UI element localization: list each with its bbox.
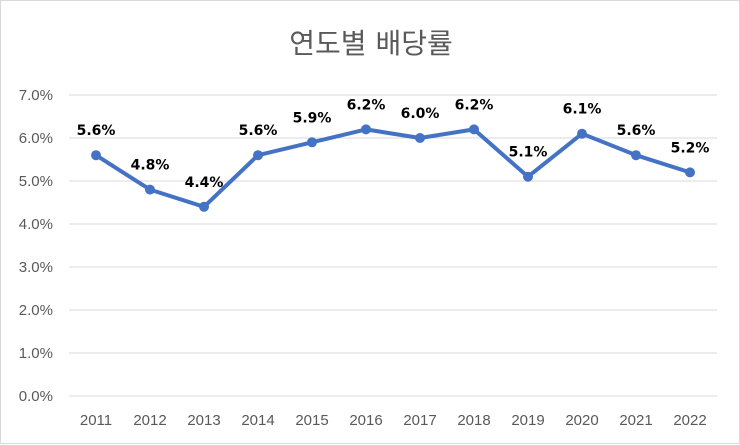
x-tick-label: 2021 [619, 412, 652, 429]
x-tick-label: 2019 [511, 412, 544, 429]
data-label: 5.6% [617, 123, 656, 139]
x-tick-label: 2011 [80, 412, 112, 429]
data-point [199, 201, 209, 212]
data-point [307, 137, 317, 148]
data-label: 6.1% [563, 102, 602, 118]
data-label: 4.8% [131, 158, 170, 174]
data-label: 6.2% [455, 97, 494, 113]
x-tick-label: 2012 [133, 412, 166, 429]
x-axis: 2011 2012 2013 2014 2015 2016 2017 2018 2019 2020… [80, 412, 707, 429]
y-tick-label: 5.0% [19, 173, 53, 190]
x-tick-label: 2022 [673, 412, 706, 429]
data-point [253, 150, 263, 161]
data-label: 5.2% [671, 140, 710, 156]
data-label: 4.4% [185, 175, 224, 191]
data-point [685, 167, 695, 178]
y-tick-label: 0.0% [19, 388, 53, 405]
y-tick-label: 4.0% [19, 216, 53, 233]
y-axis: 0.0% 1.0% 2.0% 3.0% 4.0% 5.0% 6.0% 7.0% [19, 87, 53, 405]
data-label: 5.9% [293, 110, 332, 126]
series-line [94, 127, 692, 209]
series-layer [91, 124, 695, 212]
data-label: 6.2% [347, 97, 386, 113]
y-tick-label: 1.0% [19, 345, 53, 362]
data-point [361, 124, 371, 135]
data-point [469, 124, 479, 135]
data-point [91, 150, 101, 161]
y-tick-label: 7.0% [19, 87, 53, 104]
data-labels: 5.6% 4.8% 4.4% 5.6% 5.9% 6.2% 6.0% 6.2% 5.1% 6.1%… [77, 97, 710, 190]
data-point [631, 150, 641, 161]
x-tick-label: 2015 [295, 412, 328, 429]
x-tick-label: 2020 [565, 412, 598, 429]
data-point [145, 184, 155, 195]
data-point [577, 128, 587, 139]
x-tick-label: 2017 [403, 412, 436, 429]
y-tick-label: 3.0% [19, 259, 53, 276]
data-label: 5.1% [509, 145, 548, 161]
chart-title: 연도별 배당률 [289, 27, 452, 60]
data-point [415, 133, 425, 143]
x-tick-label: 2014 [241, 412, 274, 429]
x-tick-label: 2016 [349, 412, 382, 429]
x-tick-label: 2018 [457, 412, 490, 429]
x-tick-label: 2013 [187, 412, 220, 429]
data-point [523, 171, 533, 182]
data-label: 5.6% [77, 123, 116, 139]
y-tick-label: 6.0% [19, 130, 53, 147]
data-label: 6.0% [401, 106, 440, 122]
gridlines [69, 94, 717, 397]
y-tick-label: 2.0% [19, 302, 53, 319]
data-label: 5.6% [239, 123, 278, 139]
